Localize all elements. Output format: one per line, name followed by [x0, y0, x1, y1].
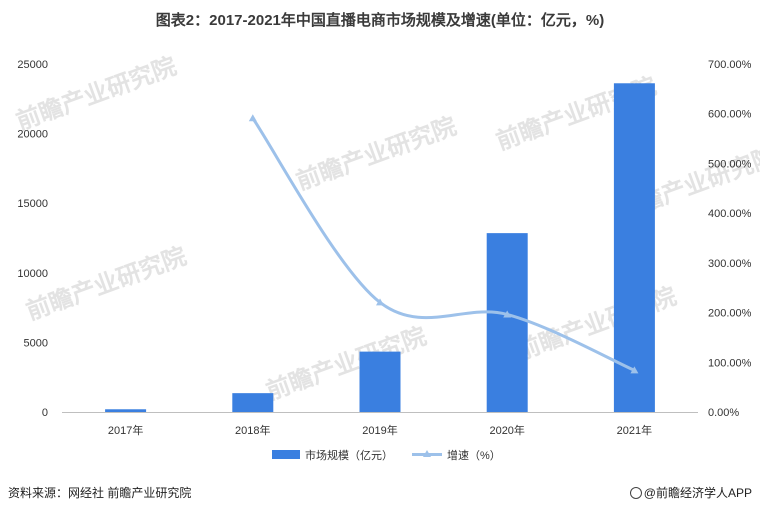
source-note: 资料来源：网经社 前瞻产业研究院 [8, 486, 192, 500]
right-axis-tick-label: 300.00% [708, 258, 752, 270]
legend-bar-swatch [272, 450, 300, 459]
brand-credit-text: @前瞻经济学人APP [643, 486, 752, 500]
growth-rate-point [376, 298, 384, 306]
x-axis-tick-label: 2017年 [108, 423, 143, 437]
left-axis-tick-label: 10000 [17, 268, 48, 280]
growth-rate-point [503, 310, 512, 318]
right-axis-tick-label: 700.00% [708, 59, 752, 71]
left-axis-tick-label: 0 [42, 407, 48, 419]
bar-2021年 [613, 83, 655, 412]
growth-rate-point [630, 366, 639, 374]
x-axis-tick-label: 2018年 [235, 423, 270, 437]
x-axis-tick-label: 2019年 [362, 423, 397, 437]
right-axis-tick-label: 500.00% [708, 158, 752, 170]
right-axis-tick-label: 600.00% [708, 109, 752, 121]
growth-rate-point [248, 114, 257, 122]
bar-2019年 [359, 351, 401, 412]
brand-logo-icon [629, 487, 642, 499]
x-axis-tick-label: 2020年 [489, 423, 524, 437]
bar-2018年 [232, 393, 274, 412]
brand-credit: @前瞻经济学人APP [629, 484, 752, 501]
left-axis-tick-label: 20000 [17, 129, 48, 141]
growth-rate-line [251, 117, 636, 372]
left-axis-tick-label: 5000 [24, 337, 48, 349]
x-axis-tick-label: 2021年 [617, 423, 652, 437]
legend-bar-label: 市场规模（亿元） [305, 448, 393, 462]
right-axis-tick-label: 400.00% [708, 208, 752, 220]
right-axis-tick-label: 200.00% [708, 308, 752, 320]
legend-line-label: 增速（%） [447, 448, 501, 462]
right-axis-tick-label: 0.00% [708, 407, 739, 419]
bar-2017年 [105, 409, 147, 412]
bar-2020年 [486, 233, 528, 412]
watermark-text: 前瞻产业研究院 [22, 242, 189, 326]
left-axis-tick-label: 25000 [17, 59, 48, 71]
legend-line-marker [423, 450, 431, 457]
left-axis-tick-label: 15000 [17, 198, 48, 210]
watermark-text: 前瞻产业研究院 [292, 112, 459, 196]
watermark-text: 前瞻产业研究院 [262, 322, 429, 406]
right-axis-tick-label: 100.00% [708, 357, 752, 369]
chart-title: 图表2：2017-2021年中国直播电商市场规模及增速(单位：亿元，%) [155, 12, 605, 29]
